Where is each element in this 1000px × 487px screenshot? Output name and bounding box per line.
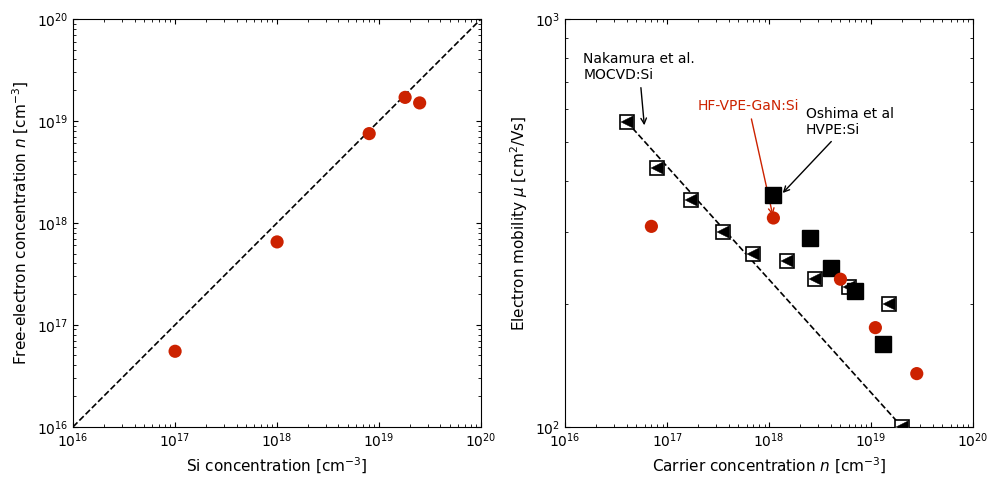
Point bbox=[269, 238, 285, 246]
Y-axis label: Free-electron concentration $n$ [cm$^{-3}$]: Free-electron concentration $n$ [cm$^{-3… bbox=[11, 81, 31, 365]
Text: Nakamura et al.
MOCVD:Si: Nakamura et al. MOCVD:Si bbox=[583, 52, 695, 124]
X-axis label: Carrier concentration $n$ [cm$^{-3}$]: Carrier concentration $n$ [cm$^{-3}$] bbox=[652, 456, 886, 476]
Point bbox=[867, 324, 883, 332]
Y-axis label: Electron mobility $\mu$ [cm$^{2}$/Vs]: Electron mobility $\mu$ [cm$^{2}$/Vs] bbox=[508, 115, 530, 331]
Point bbox=[765, 214, 781, 222]
Point bbox=[397, 94, 413, 101]
X-axis label: Si concentration [cm$^{-3}$]: Si concentration [cm$^{-3}$] bbox=[186, 456, 368, 476]
Point bbox=[412, 99, 428, 107]
Text: HF-VPE-GaN:Si: HF-VPE-GaN:Si bbox=[698, 99, 799, 214]
Point bbox=[643, 223, 659, 230]
Text: Oshima et al
HVPE:Si: Oshima et al HVPE:Si bbox=[784, 107, 894, 192]
Point bbox=[167, 347, 183, 355]
Point bbox=[909, 370, 925, 377]
Point bbox=[361, 130, 377, 137]
Point bbox=[832, 275, 848, 283]
